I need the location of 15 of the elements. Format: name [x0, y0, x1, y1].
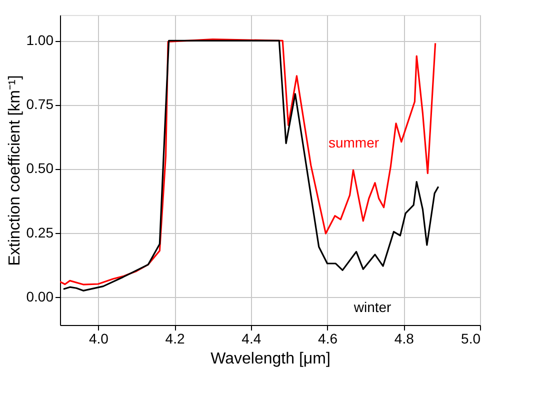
x-tick-label: 4.2	[165, 330, 185, 346]
x-tick-label: 4.4	[242, 330, 262, 346]
y-tick-label: 0.50	[26, 160, 54, 176]
x-tick-label: 4.0	[88, 330, 109, 346]
y-tick-label: 0.00	[26, 288, 54, 304]
y-tick-label: 1.00	[26, 32, 54, 48]
text: winter	[352, 299, 392, 316]
x-axis-title: Wavelength [μm]	[210, 350, 330, 368]
y-tick-label: 0.25	[26, 224, 54, 240]
series-label: summer	[328, 134, 380, 151]
y-tick-label: 0.75	[26, 96, 54, 112]
y-axis-title: Extinction coefficient [km⁻¹]	[6, 75, 24, 266]
x-tick-label: 4.8	[394, 330, 414, 346]
x-tick-label: 5.0	[461, 330, 481, 346]
x-tick-label: 4.6	[318, 330, 338, 346]
